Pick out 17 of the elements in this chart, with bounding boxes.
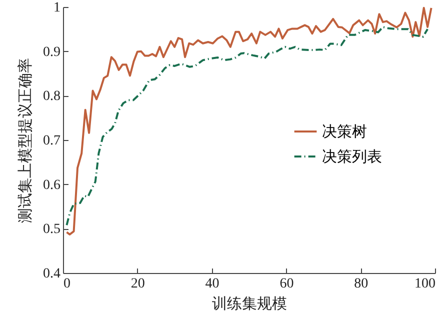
- y-axis-title: 测试集上模型提议正确率: [17, 58, 34, 223]
- x-tick-label: 40: [205, 276, 220, 292]
- y-tick-label: 0.8: [43, 89, 60, 104]
- legend-label: 决策树: [322, 124, 367, 140]
- legend-label: 决策列表: [322, 148, 382, 166]
- x-tick-label: 80: [354, 276, 368, 292]
- x-tick-label: 100: [414, 276, 436, 292]
- x-tick-label: 60: [280, 276, 294, 292]
- y-tick-label: 0.6: [43, 178, 60, 193]
- y-tick-label: 1: [54, 0, 60, 16]
- y-tick-label: 0.5: [43, 222, 60, 238]
- x-tick-label: 0: [64, 276, 70, 292]
- y-tick-label: 0.7: [43, 134, 60, 148]
- x-axis-title: 训练集规模: [212, 296, 287, 312]
- y-tick-label: 0.4: [43, 266, 60, 282]
- x-tick-label: 20: [130, 276, 145, 292]
- y-tick-label: 0.9: [43, 44, 60, 60]
